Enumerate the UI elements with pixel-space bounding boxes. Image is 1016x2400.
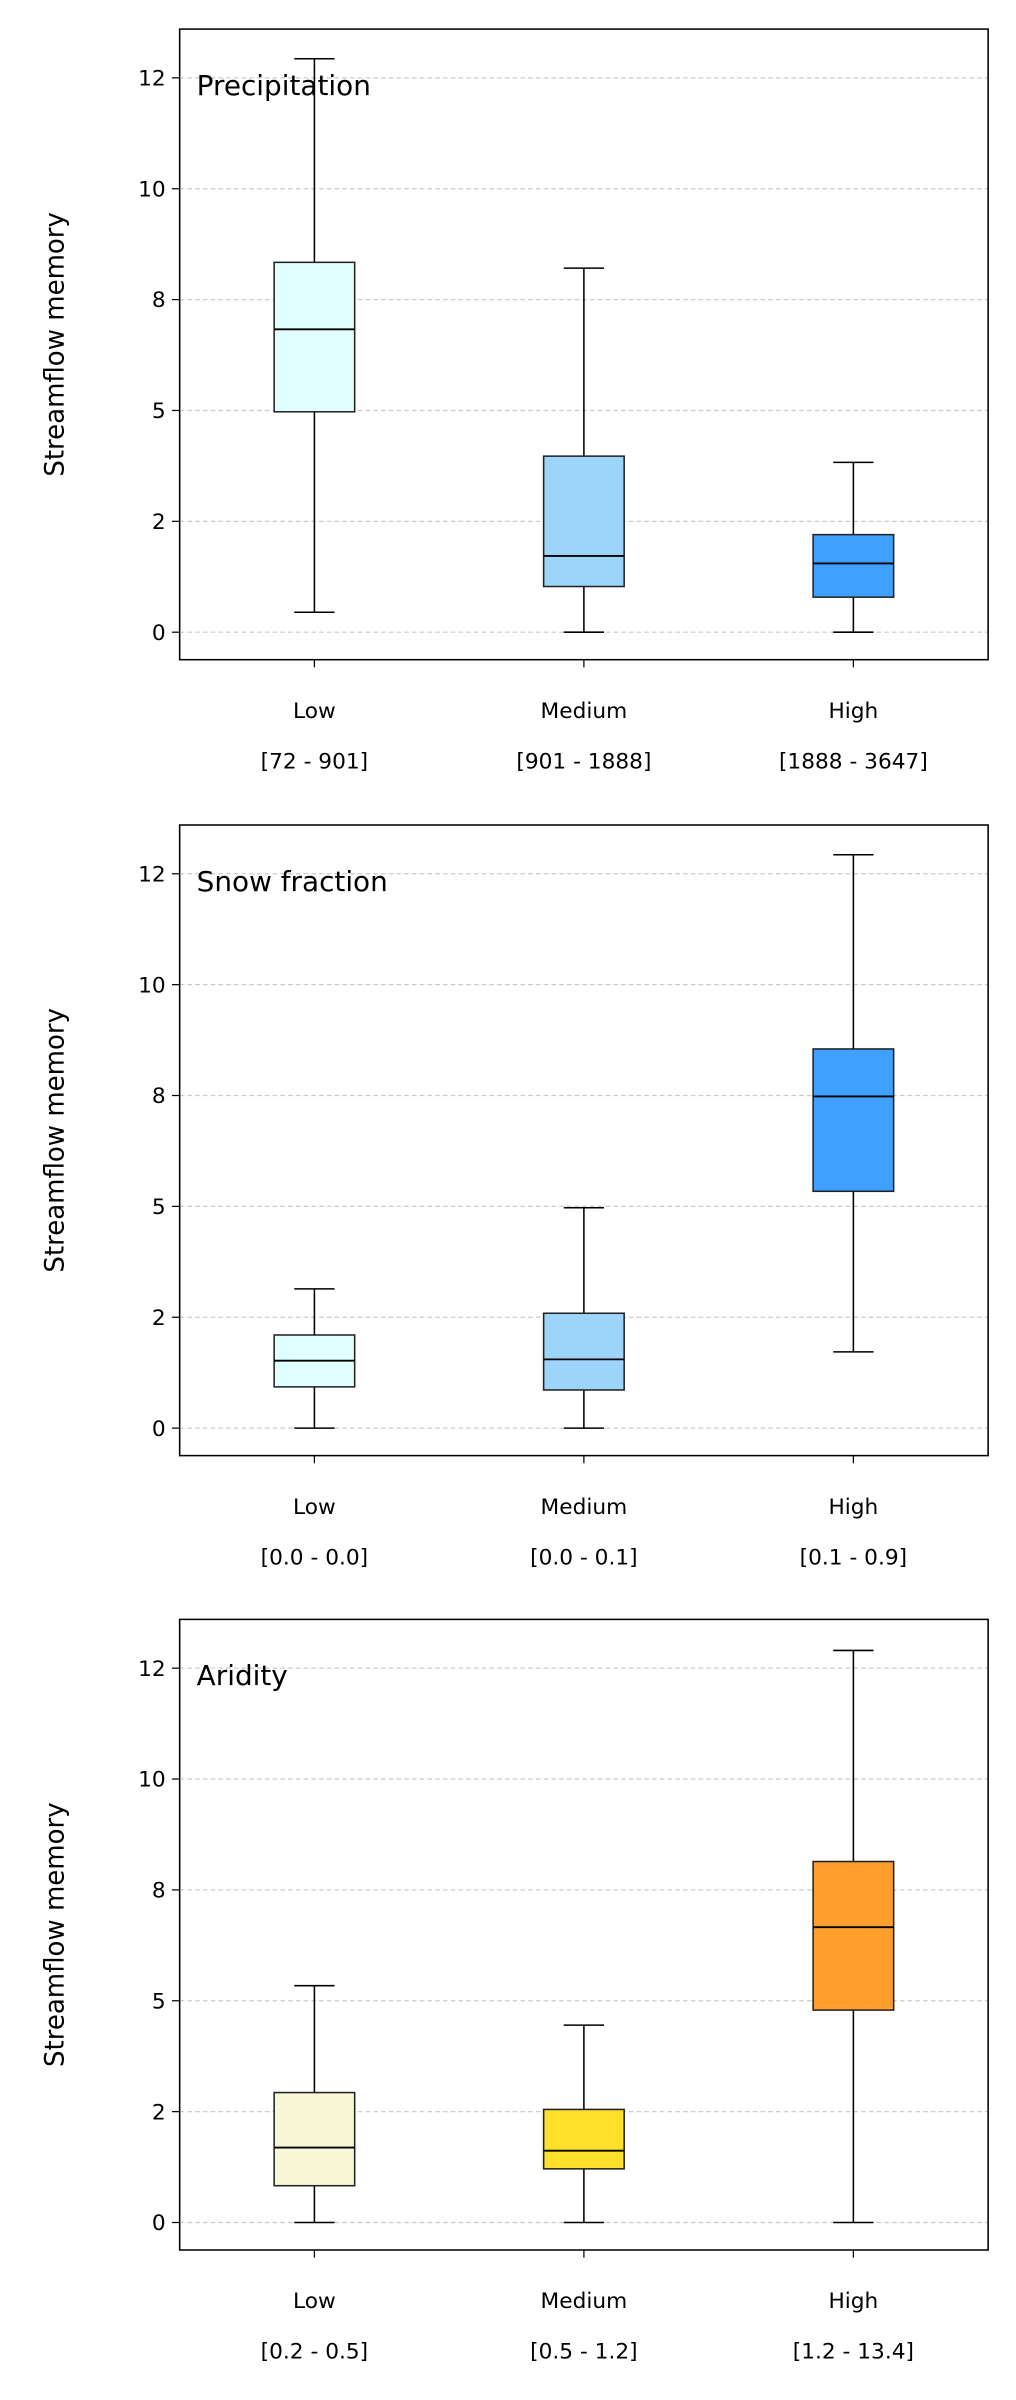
x-tick-label: Low (293, 2289, 336, 2314)
axes-frame (178, 28, 989, 661)
y-tick-label: 0 (152, 621, 166, 646)
y-tick-label: 2 (152, 510, 166, 535)
box (812, 533, 895, 598)
chart-title: Precipitation (197, 69, 371, 102)
x-tick-range: [72 - 901] (261, 749, 368, 774)
x-tick-label: High (828, 699, 878, 724)
chart-title: Snow fraction (197, 865, 388, 898)
y-tick-label: 5 (152, 1195, 166, 1220)
x-tick-label: Medium (541, 1495, 628, 1520)
x-tick-range: [0.5 - 1.2] (530, 2340, 637, 2365)
box (542, 2108, 625, 2170)
y-tick-label: 12 (138, 863, 166, 888)
chart-title: Aridity (197, 1659, 288, 1692)
x-tick-label: Medium (541, 2289, 628, 2314)
y-axis-label: Streamflow memory (40, 1008, 70, 1273)
y-tick-label: 12 (138, 67, 166, 92)
x-tick-range: [1.2 - 13.4] (793, 2340, 914, 2365)
y-tick-label: 5 (152, 1990, 166, 2015)
y-tick-label: 0 (152, 1417, 166, 1442)
axes-frame (178, 824, 989, 1457)
y-tick-label: 10 (138, 1768, 166, 1793)
x-tick-label: High (828, 1495, 878, 1520)
x-tick-range: [1888 - 3647] (779, 749, 928, 774)
x-tick-range: [901 - 1888] (516, 749, 651, 774)
y-tick-label: 2 (152, 1306, 166, 1331)
x-tick-label: Medium (541, 699, 628, 724)
y-tick-label: 10 (138, 177, 166, 202)
box (542, 455, 625, 588)
box (542, 1312, 625, 1391)
box (273, 2091, 356, 2187)
x-tick-range: [0.1 - 0.9] (800, 1545, 907, 1570)
x-tick-range: [0.2 - 0.5] (261, 2340, 368, 2365)
y-tick-label: 8 (152, 1084, 166, 1109)
x-tick-range: [0.0 - 0.0] (261, 1545, 368, 1570)
box (812, 1048, 895, 1193)
y-axis-label: Streamflow memory (40, 1802, 70, 2067)
axes-frame (178, 1618, 989, 2251)
y-tick-label: 10 (138, 973, 166, 998)
box (812, 1860, 895, 2011)
y-tick-label: 0 (152, 2211, 166, 2236)
y-tick-label: 8 (152, 288, 166, 313)
x-tick-label: High (828, 2289, 878, 2314)
y-tick-label: 2 (152, 2100, 166, 2125)
y-tick-label: 8 (152, 1879, 166, 1904)
x-tick-range: [0.0 - 0.1] (530, 1545, 637, 1570)
y-tick-label: 12 (138, 1657, 166, 1682)
box (273, 261, 356, 413)
x-tick-label: Low (293, 699, 336, 724)
y-axis-label: Streamflow memory (40, 212, 70, 477)
y-tick-label: 5 (152, 399, 166, 424)
x-tick-label: Low (293, 1495, 336, 1520)
